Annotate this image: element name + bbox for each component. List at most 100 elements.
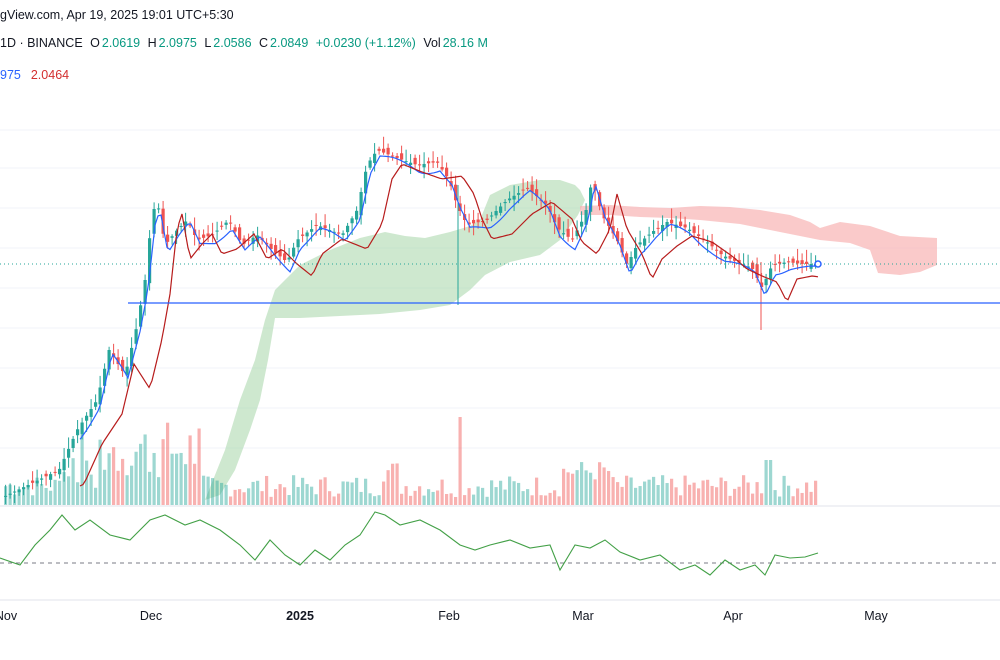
volume-bar: [161, 439, 165, 505]
candle-body: [656, 227, 660, 229]
volume-bar: [571, 473, 575, 505]
volume-bar: [377, 495, 381, 505]
candle-body: [692, 226, 696, 233]
low-value: 2.0586: [213, 36, 252, 50]
candle-body: [283, 253, 287, 260]
candle-body: [800, 260, 804, 264]
volume-bar: [589, 472, 593, 505]
volume-bar: [454, 496, 458, 505]
volume-bar: [355, 477, 359, 505]
volume-bar: [71, 458, 75, 505]
candle-body: [751, 262, 755, 269]
volume-bar: [728, 495, 732, 505]
candle-body: [382, 148, 386, 153]
candle-body: [125, 366, 129, 376]
candle-body: [584, 210, 588, 225]
candle-body: [85, 415, 89, 421]
candle-body: [665, 222, 669, 227]
candle-body: [805, 261, 809, 264]
volume-bar: [575, 470, 579, 505]
volume-bar: [494, 487, 498, 505]
candle-body: [251, 237, 255, 244]
volume-bar: [787, 485, 791, 505]
candle-body: [787, 261, 791, 263]
volume-bar: [539, 495, 543, 505]
volume-bar: [85, 460, 89, 505]
candle-body: [143, 280, 147, 304]
candle-body: [782, 262, 786, 264]
candle-body: [413, 157, 417, 165]
volume-bar: [310, 486, 314, 505]
x-tick-label: Nov: [0, 609, 18, 623]
candle-body: [625, 253, 629, 264]
candle-body: [350, 218, 354, 224]
volume-bar: [490, 480, 494, 505]
volume-bar: [755, 482, 759, 505]
candle-body: [386, 147, 390, 155]
volume-bar: [809, 491, 813, 505]
candle-body: [323, 225, 327, 229]
volume-bar: [103, 469, 107, 505]
candle-body: [647, 234, 651, 236]
candle-body: [490, 215, 494, 217]
candle-body: [575, 230, 579, 237]
volume-bar: [593, 479, 597, 505]
volume-bar: [760, 493, 764, 505]
volume-bar: [625, 475, 629, 505]
candle-body: [611, 225, 615, 234]
volume-bar: [526, 489, 530, 505]
volume-bar: [652, 476, 656, 505]
candle-body: [467, 222, 471, 225]
candle-body: [373, 153, 377, 163]
candle-body: [445, 167, 449, 177]
volume-bar: [31, 495, 35, 505]
volume-bar: [467, 488, 471, 505]
volume-bar: [224, 484, 228, 505]
volume-bar: [287, 495, 291, 505]
candle-body: [760, 282, 764, 287]
candle-body: [728, 255, 732, 259]
volume-bar: [22, 487, 26, 505]
volume-bar: [305, 484, 309, 505]
candle-body: [400, 153, 404, 160]
candle-body: [679, 221, 683, 227]
volume-bar: [193, 463, 197, 505]
volume-bar: [134, 451, 138, 505]
candle-body: [170, 236, 174, 238]
volume-bar: [544, 495, 548, 505]
volume-bar: [607, 471, 611, 505]
x-tick-label: Dec: [139, 609, 163, 623]
candle-body: [8, 493, 12, 495]
candle-body: [616, 231, 620, 242]
candle-body: [274, 245, 278, 253]
candle-body: [368, 160, 372, 168]
volume-bar: [256, 480, 260, 505]
candle-body: [233, 227, 237, 232]
candle-body: [404, 161, 408, 163]
volume-bar: [706, 479, 710, 505]
volume-bar: [215, 480, 219, 505]
volume-bar: [242, 492, 246, 505]
candle-body: [377, 148, 381, 151]
candle-body: [661, 225, 665, 232]
candle-body: [206, 233, 210, 237]
candle-body: [296, 239, 300, 248]
volume-bar: [314, 494, 318, 505]
candle-body: [566, 228, 570, 237]
candle-body: [139, 305, 143, 327]
candle-body: [580, 221, 584, 227]
volume-bar: [404, 486, 408, 505]
candle-body: [148, 238, 152, 284]
candle-body: [454, 184, 458, 201]
candle-body: [638, 242, 642, 245]
candle-body: [103, 368, 107, 386]
volume-bar: [665, 483, 669, 505]
volume-bar: [337, 493, 341, 505]
volume-bar: [566, 472, 570, 505]
volume-bar: [296, 486, 300, 505]
chart-source-timestamp: gView.com, Apr 19, 2025 19:01 UTC+5:30: [0, 8, 234, 22]
candle-body: [557, 217, 561, 230]
close-value: 2.0849: [270, 36, 309, 50]
volume-value: 28.16 M: [442, 36, 488, 50]
